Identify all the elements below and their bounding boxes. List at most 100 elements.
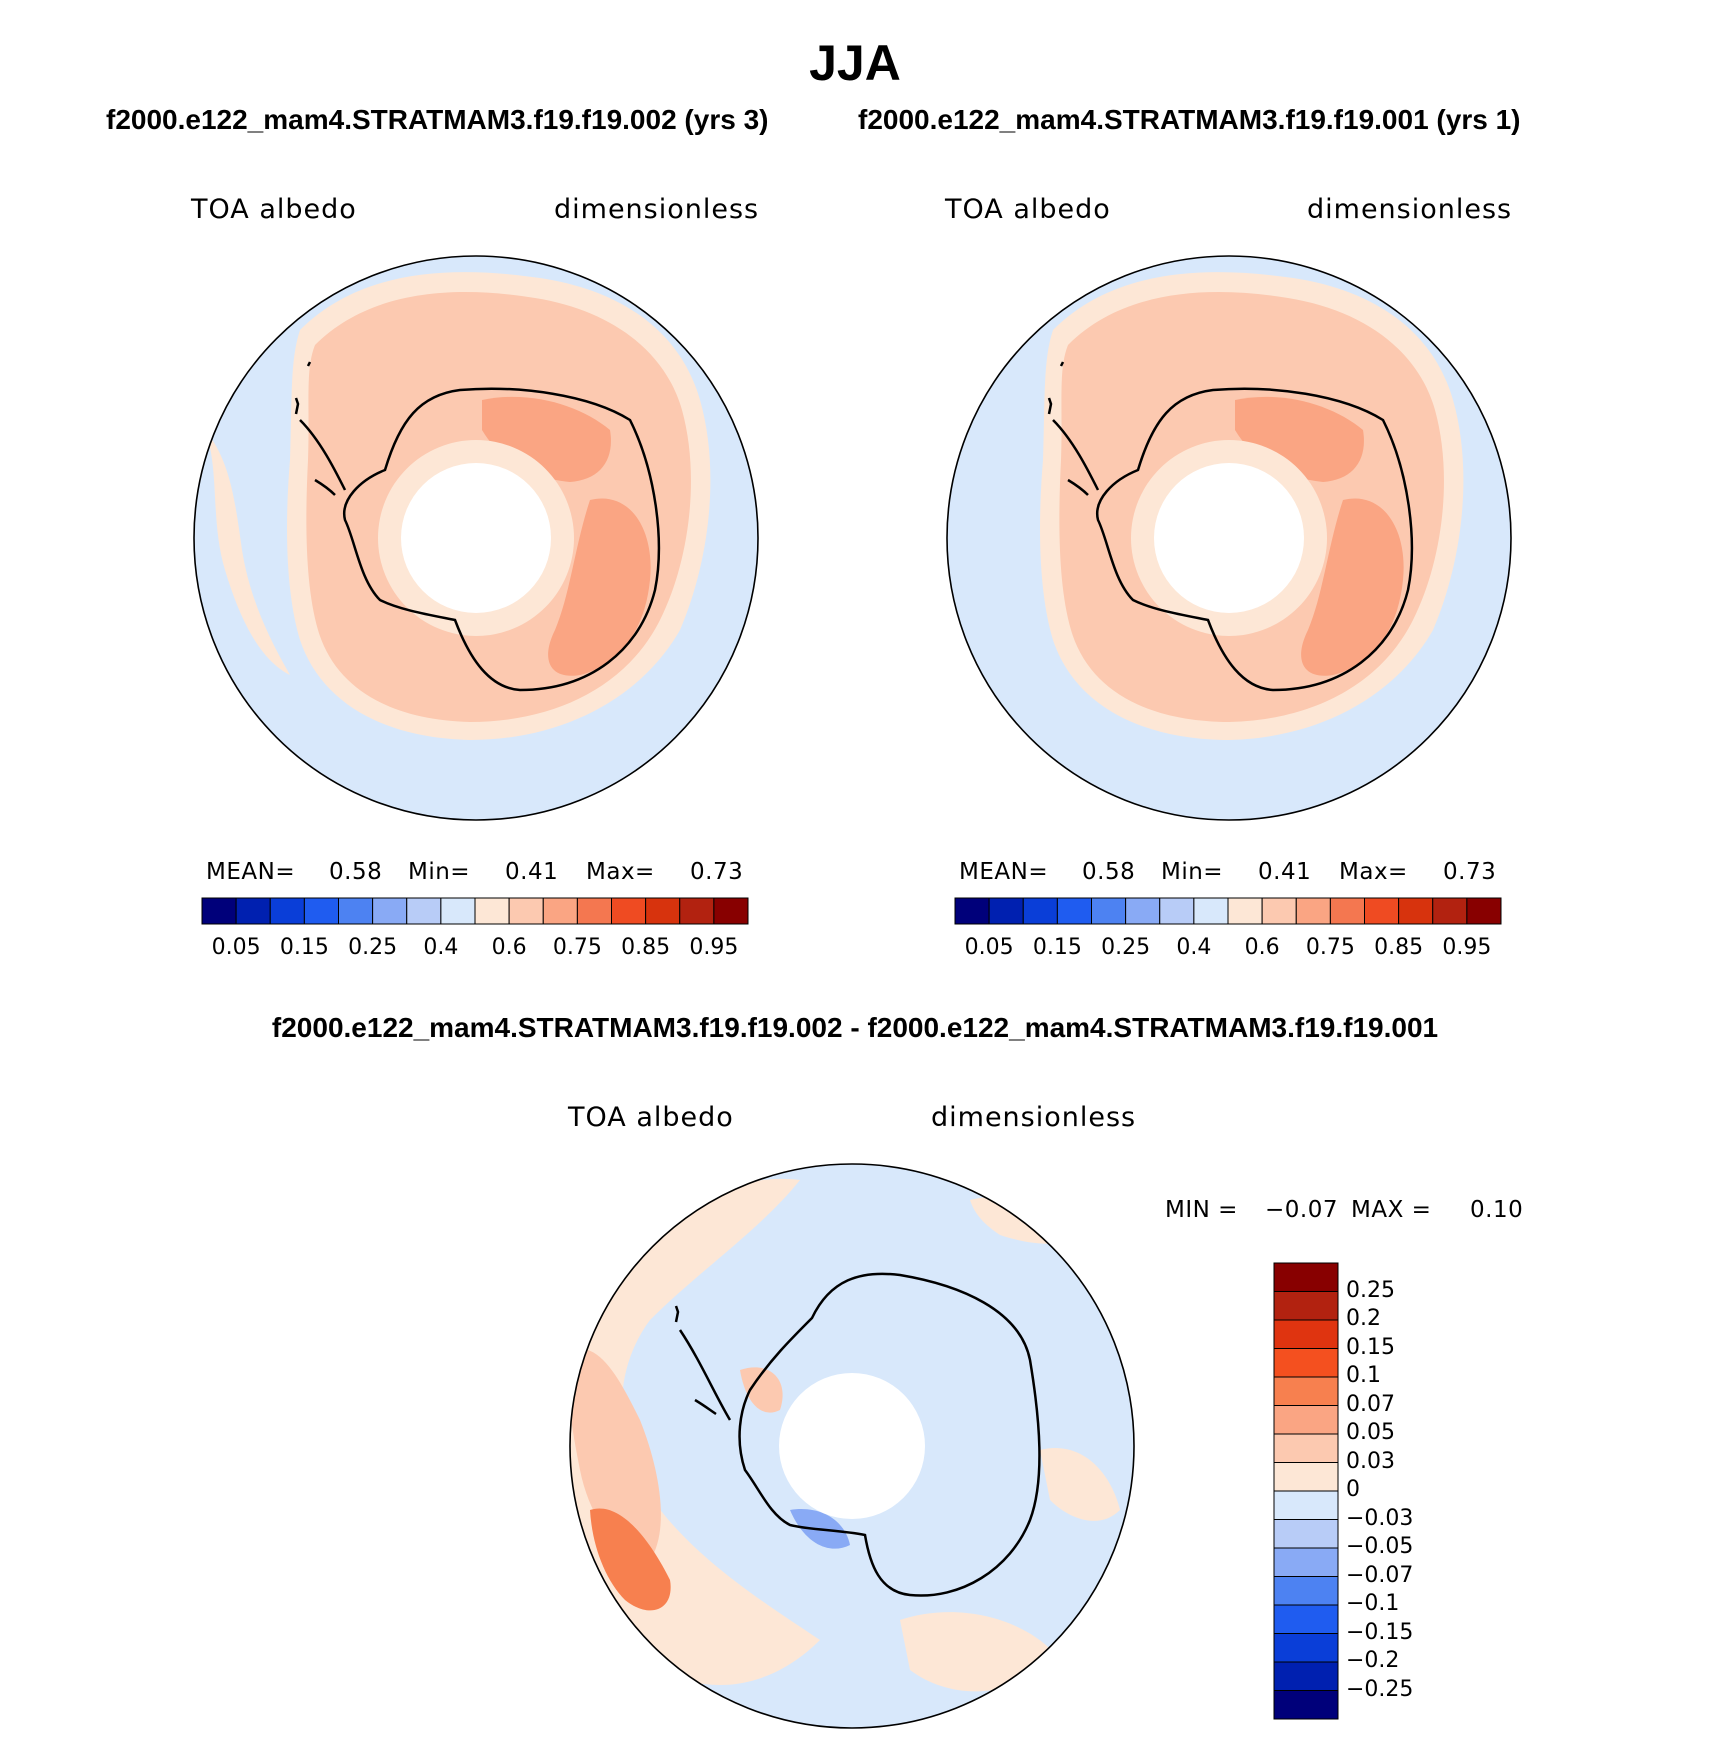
panel-2-colorbar-cell-6 — [1159, 897, 1195, 925]
panel-2-colorbar-cell-12 — [1364, 897, 1400, 925]
panel-1-colorbar-cell-1 — [235, 897, 271, 925]
diff-min-label: MIN = — [1165, 1197, 1238, 1223]
panel-2-mean-label: MEAN= — [959, 859, 1049, 885]
panel-1-max-label: Max= — [586, 859, 655, 885]
panel-1-colorbar — [201, 897, 749, 925]
difference-colorbar-cell-1 — [1273, 1291, 1339, 1321]
panel-2-colorbar-cell-11 — [1329, 897, 1365, 925]
difference-colorbar-cell-9 — [1273, 1519, 1339, 1549]
difference-colorbar-cell-14 — [1273, 1661, 1339, 1691]
panel-2-colorbar — [954, 897, 1502, 925]
difference-colorbar-label: 0.2 — [1346, 1306, 1381, 1331]
difference-colorbar-label: 0.03 — [1346, 1448, 1395, 1474]
diff-min-value: −0.07 — [1265, 1197, 1338, 1223]
panel-1-colorbar-cell-14 — [679, 897, 715, 925]
difference-colorbar-cell-12 — [1273, 1604, 1339, 1634]
difference-colorbar-label: 0.07 — [1346, 1391, 1395, 1417]
diff-max-value: 0.10 — [1470, 1197, 1524, 1223]
panel-1-max-value: 0.73 — [690, 859, 744, 885]
colorbar-tick-label: 0.25 — [348, 935, 398, 960]
panel-2-max-value: 0.73 — [1443, 859, 1497, 885]
colorbar-tick-label: 0.95 — [689, 935, 739, 960]
panel-2-colorbar-cell-9 — [1261, 897, 1297, 925]
difference-colorbar — [1273, 1262, 1339, 1720]
difference-colorbar-cell-3 — [1273, 1348, 1339, 1378]
panel-2-colorbar-cell-15 — [1466, 897, 1502, 925]
diff-units-label: dimensionless — [931, 1102, 1137, 1133]
panel-2-colorbar-cell-0 — [954, 897, 990, 925]
panel-2-colorbar-cell-4 — [1091, 897, 1127, 925]
panel-1-colorbar-cell-8 — [474, 897, 510, 925]
panel-2-colorbar-cell-14 — [1432, 897, 1468, 925]
panel-2-mean-value: 0.58 — [1082, 859, 1136, 885]
panel-1-colorbar-cell-5 — [372, 897, 408, 925]
figure-title: JJA — [809, 35, 901, 91]
panel-1-case-title: f2000.e122_mam4.STRATMAM3.f19.f19.002 (y… — [106, 104, 769, 135]
panel-1-colorbar-cell-13 — [645, 897, 681, 925]
panel-2-variable-label: TOA albedo — [945, 194, 1111, 225]
panel-2-colorbar-cell-5 — [1125, 897, 1161, 925]
panel-1-colorbar-cell-3 — [303, 897, 339, 925]
difference-colorbar-label: −0.25 — [1346, 1676, 1414, 1702]
colorbar-tick-label: 0.15 — [279, 935, 329, 960]
panel-1-variable-label: TOA albedo — [191, 194, 357, 225]
difference-colorbar-cell-7 — [1273, 1462, 1339, 1492]
panel-2-colorbar-cell-1 — [988, 897, 1024, 925]
panel-1-colorbar-cell-2 — [269, 897, 305, 925]
difference-colorbar-label: 0.05 — [1346, 1420, 1395, 1445]
difference-colorbar-cell-11 — [1273, 1576, 1339, 1606]
panel-1-colorbar-cell-0 — [201, 897, 237, 925]
diff-max-label: MAX = — [1351, 1197, 1432, 1223]
difference-colorbar-cell-8 — [1273, 1490, 1339, 1520]
panel-2-colorbar-cell-2 — [1022, 897, 1058, 925]
colorbar-tick-label: 0.6 — [1244, 935, 1280, 960]
panel-1-map — [194, 256, 758, 820]
panel-1-mean-label: MEAN= — [206, 859, 296, 885]
panel-2-colorbar-cell-13 — [1398, 897, 1434, 925]
difference-colorbar-label: −0.2 — [1346, 1648, 1400, 1673]
difference-colorbar-cell-0 — [1273, 1262, 1339, 1292]
colorbar-tick-label: 0.85 — [1374, 935, 1424, 960]
panel-1-colorbar-cell-4 — [338, 897, 374, 925]
panel-1-colorbar-cell-15 — [713, 897, 749, 925]
difference-colorbar-label: 0.25 — [1346, 1277, 1395, 1303]
difference-colorbar-label: −0.07 — [1346, 1562, 1414, 1588]
panel-1-min-value: 0.41 — [505, 859, 559, 885]
difference-colorbar-label: 0 — [1346, 1477, 1360, 1502]
colorbar-tick-label: 0.4 — [423, 935, 459, 960]
colorbar-tick-label: 0.15 — [1032, 935, 1082, 960]
panel-2-map — [947, 256, 1511, 820]
colorbar-tick-label: 0.05 — [211, 935, 261, 960]
panel-2-max-label: Max= — [1339, 859, 1408, 885]
difference-colorbar-cell-5 — [1273, 1405, 1339, 1435]
panel-1-min-label: Min= — [408, 859, 471, 885]
difference-map — [570, 1164, 1134, 1728]
difference-colorbar-label: −0.1 — [1346, 1591, 1400, 1616]
colorbar-tick-label: 0.4 — [1176, 935, 1212, 960]
panel-1-colorbar-cell-6 — [406, 897, 442, 925]
panel-2-colorbar-cell-3 — [1056, 897, 1092, 925]
colorbar-tick-label: 0.75 — [1305, 935, 1355, 960]
panel-2-units-label: dimensionless — [1307, 194, 1513, 225]
panel-1-mean-value: 0.58 — [329, 859, 383, 885]
difference-colorbar-label: −0.15 — [1346, 1619, 1414, 1645]
colorbar-tick-label: 0.6 — [491, 935, 527, 960]
difference-colorbar-label: −0.03 — [1346, 1505, 1414, 1531]
panel-2-colorbar-cell-7 — [1193, 897, 1229, 925]
diff-variable-label: TOA albedo — [568, 1102, 734, 1133]
panel-2-min-value: 0.41 — [1258, 859, 1312, 885]
panel-1-colorbar-cell-9 — [508, 897, 544, 925]
panel-2-case-title: f2000.e122_mam4.STRATMAM3.f19.f19.001 (y… — [858, 104, 1521, 135]
difference-colorbar-label: 0.15 — [1346, 1334, 1395, 1360]
difference-title: f2000.e122_mam4.STRATMAM3.f19.f19.002 - … — [271, 1012, 1439, 1043]
panel-1-colorbar-cell-11 — [576, 897, 612, 925]
difference-colorbar-cell-13 — [1273, 1633, 1339, 1663]
panel-2-colorbar-cell-8 — [1227, 897, 1263, 925]
difference-colorbar-cell-15 — [1273, 1690, 1339, 1720]
difference-colorbar-cell-10 — [1273, 1547, 1339, 1577]
panel-1-colorbar-cell-10 — [542, 897, 578, 925]
colorbar-tick-label: 0.25 — [1101, 935, 1151, 960]
difference-colorbar-label: −0.05 — [1346, 1534, 1414, 1559]
panel-2-colorbar-cell-10 — [1295, 897, 1331, 925]
